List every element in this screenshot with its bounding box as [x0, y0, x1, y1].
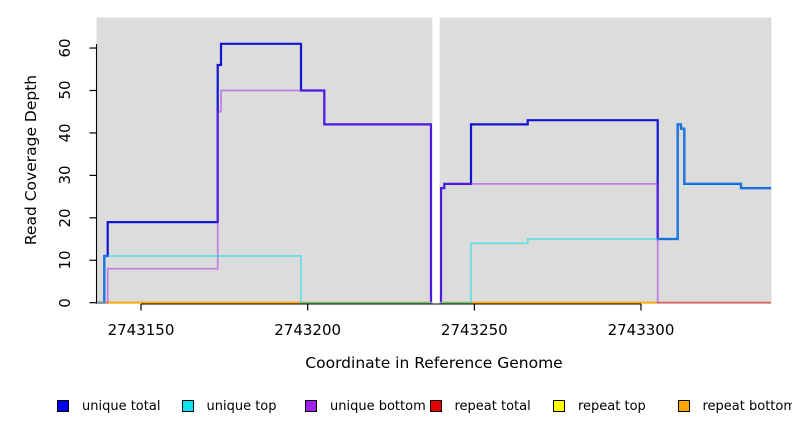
legend-item-repeat-bottom: repeat bottom [677, 398, 792, 414]
y-tick-label: 30 [56, 165, 74, 185]
legend-label: repeat total [454, 398, 531, 414]
x-tick-label: 2743300 [607, 321, 675, 339]
legend-item-unique-bottom: unique bottom [305, 398, 426, 414]
y-tick-label: 0 [56, 297, 74, 308]
legend-item-unique-top: unique top [181, 398, 277, 414]
y-tick-label: 10 [56, 250, 74, 270]
unique-total-swatch-icon [57, 400, 69, 412]
series-unique-top [97, 123, 771, 304]
coverage-gap [432, 17, 440, 304]
x-tick-label: 2743150 [107, 321, 175, 339]
legend-label: repeat top [578, 398, 646, 414]
y-tick-label: 20 [56, 208, 74, 228]
legend-label: unique top [206, 398, 277, 414]
unique-bottom-swatch-icon [305, 400, 317, 412]
series-unique-bottom [97, 89, 771, 304]
x-tick-label: 2743200 [274, 321, 342, 339]
y-axis-title: Read Coverage Depth [22, 74, 40, 246]
x-tick-label: 2743250 [440, 321, 508, 339]
x-axis-title: Coordinate in Reference Genome [305, 354, 563, 372]
legend-label: repeat bottom [702, 398, 792, 414]
legend-item-repeat-total: repeat total [429, 398, 531, 414]
repeat-top-swatch-icon [553, 400, 565, 412]
y-tick-label: 50 [56, 80, 74, 101]
y-tick-label: 60 [56, 38, 74, 58]
repeat-total-swatch-icon [429, 400, 442, 412]
legend-label: unique bottom [330, 398, 426, 414]
repeat-bottom-swatch-icon [677, 400, 690, 412]
y-tick-label: 40 [56, 123, 74, 143]
legend-label: unique total [82, 398, 161, 414]
unique-top-swatch-icon [181, 400, 194, 412]
legend-item-unique-total: unique total [57, 398, 161, 414]
legend-item-repeat-top: repeat top [553, 398, 646, 414]
